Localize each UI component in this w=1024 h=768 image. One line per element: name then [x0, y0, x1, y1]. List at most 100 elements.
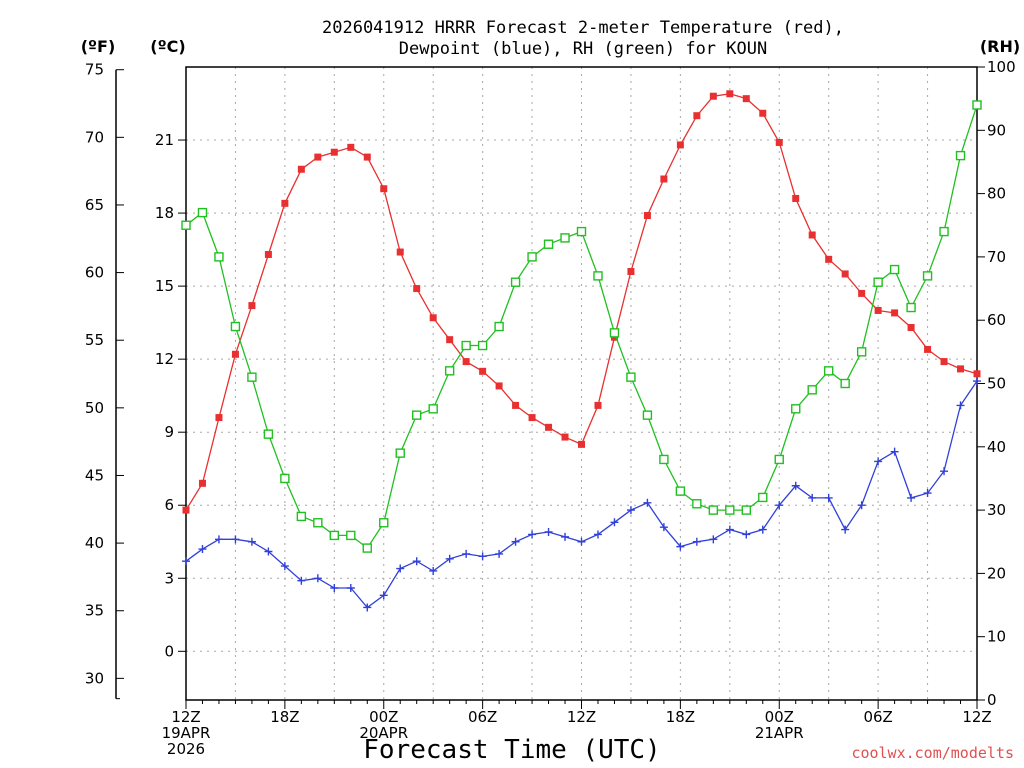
temperature-point — [363, 153, 371, 161]
rh-tick-label: 10 — [987, 628, 1006, 646]
dewpoint-point — [511, 537, 520, 546]
temperature-point — [380, 185, 388, 193]
temperature-point — [891, 309, 899, 317]
dewpoint-point — [857, 501, 866, 510]
temperature-point — [808, 231, 816, 239]
temperature-point — [643, 212, 651, 220]
temperature-point — [973, 370, 981, 378]
celsius-unit-label: (ºC) — [150, 37, 185, 56]
dewpoint-point — [808, 493, 817, 502]
dewpoint-point — [676, 542, 685, 551]
temperature-point — [182, 506, 190, 514]
rh-tick-label: 40 — [987, 438, 1006, 456]
rh-point — [412, 410, 422, 420]
temperature-point — [281, 199, 289, 207]
dewpoint-point — [561, 532, 570, 541]
x-tick-label: 19APR — [162, 724, 211, 742]
dewpoint-point — [610, 518, 619, 527]
fahrenheit-tick-label: 35 — [85, 602, 104, 620]
fahrenheit-tick-label: 60 — [85, 264, 104, 282]
rh-tick-label: 80 — [987, 185, 1006, 203]
x-axis-label: Forecast Time (UTC) — [363, 735, 660, 765]
rh-point — [560, 233, 570, 243]
celsius-tick-label: 9 — [164, 423, 174, 441]
temperature-point — [841, 270, 849, 278]
dewpoint-point — [709, 535, 718, 544]
rh-point — [247, 372, 257, 382]
dewpoint-point — [725, 525, 734, 534]
temperature-point — [347, 143, 355, 151]
dewpoint-point — [907, 493, 916, 502]
rh-point — [593, 271, 603, 281]
temperature-point — [775, 138, 783, 146]
rh-point — [873, 277, 883, 287]
temperature-point — [215, 414, 223, 422]
rh-point — [840, 378, 850, 389]
dewpoint-point — [198, 545, 207, 554]
dewpoint-point — [396, 564, 405, 573]
temperature-point — [297, 165, 305, 173]
temperature-point — [561, 433, 569, 441]
rh-point — [263, 429, 274, 439]
rh-point — [313, 518, 323, 528]
x-tick-label: 00Z — [765, 708, 794, 726]
dewpoint-point — [379, 591, 388, 600]
dewpoint-point — [577, 537, 586, 546]
dewpoint-point — [874, 457, 883, 466]
temperature-point — [924, 345, 932, 353]
rh-point — [692, 499, 702, 509]
rh-point — [725, 505, 735, 515]
x-tick-label: 06Z — [863, 708, 892, 726]
temperature-point — [627, 268, 635, 276]
dewpoint-point — [462, 549, 471, 558]
dewpoint-point — [824, 493, 833, 502]
temperature-point — [248, 302, 256, 310]
dewpoint-point — [528, 530, 537, 539]
rh-point — [214, 252, 224, 262]
x-tick-label: 00Z — [369, 708, 398, 726]
x-tick-label: 2026 — [167, 740, 205, 758]
rh-tick-label: 60 — [987, 311, 1006, 329]
rh-point — [576, 226, 587, 237]
fahrenheit-tick-label: 50 — [85, 399, 104, 417]
dewpoint-point — [544, 528, 553, 537]
temperature-point — [578, 440, 585, 448]
rh-point — [181, 220, 191, 230]
rh-point — [329, 530, 340, 541]
dewpoint-point — [247, 537, 256, 546]
rh-point — [494, 321, 504, 332]
rh-point — [461, 340, 471, 351]
temperature-point — [874, 306, 882, 314]
dewpoint-point — [330, 584, 339, 593]
rh-point — [972, 100, 982, 110]
x-tick-label: 12Z — [962, 708, 991, 726]
x-tick-label: 21APR — [755, 724, 804, 742]
dewpoint-point — [923, 489, 932, 498]
temperature-point — [858, 289, 866, 297]
rh-point — [543, 239, 554, 249]
rh-point — [675, 486, 686, 496]
credit-link[interactable]: coolwx.com/modelts — [851, 744, 1014, 762]
tick-labels: 30 35 40 45 50 55 60 65 70 75 0 3 6 9 12 15 18 21 0 10 20 30 4… — [85, 58, 1016, 758]
x-tick-label: 12Z — [171, 708, 200, 726]
temperature-point — [940, 358, 948, 366]
rh-point — [230, 321, 241, 332]
temperature-point — [825, 255, 833, 263]
rh-point — [823, 366, 834, 376]
dewpoint-point — [264, 547, 273, 556]
fahrenheit-tick-label: 30 — [85, 669, 104, 687]
dewpoint-point — [313, 574, 322, 583]
temperature-point — [676, 141, 684, 149]
rh-point — [477, 340, 488, 351]
temperature-point — [545, 423, 553, 431]
fahrenheit-tick-label: 45 — [85, 466, 104, 484]
dewpoint-point — [495, 549, 504, 558]
celsius-tick-label: 15 — [155, 277, 174, 295]
rh-tick-label: 20 — [987, 564, 1006, 582]
rh-point — [296, 511, 307, 522]
dewpoint-point — [692, 537, 701, 546]
rh-point — [197, 207, 208, 218]
rh-point — [659, 454, 669, 465]
dewpoint-point — [363, 603, 372, 612]
temperature-point — [446, 336, 454, 344]
